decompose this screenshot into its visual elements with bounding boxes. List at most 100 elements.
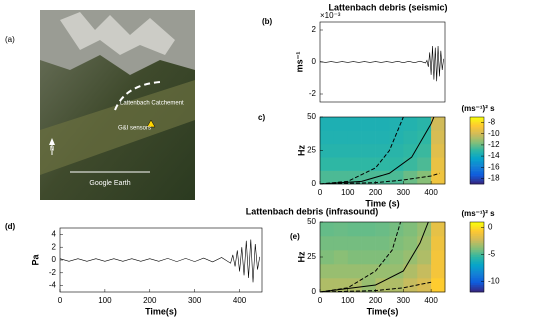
x-tick-label: 400 xyxy=(424,188,438,197)
waveform xyxy=(60,239,261,283)
heat-cell xyxy=(375,157,390,171)
colorbar-segment xyxy=(470,262,484,265)
heat-cell xyxy=(375,130,390,145)
heat-cell xyxy=(403,250,418,265)
heat-cell xyxy=(320,130,335,145)
heat-cell xyxy=(417,130,432,145)
y-tick-label: 0 xyxy=(312,287,317,296)
colorbar-segment xyxy=(470,265,484,268)
colorbar-segment xyxy=(470,258,484,261)
colorbar-segment xyxy=(470,168,484,171)
x-tick-label: 300 xyxy=(397,296,411,305)
colorbar-segment xyxy=(470,272,484,275)
colorbar-segment xyxy=(470,165,484,168)
colorbar-segment xyxy=(470,241,484,244)
colorbar-segment xyxy=(470,281,484,284)
colorbar-frame xyxy=(469,221,485,293)
y-axis-label: Hz xyxy=(296,251,306,262)
colorbar-segment xyxy=(470,130,484,133)
colorbar-segment xyxy=(470,234,484,237)
colorbar-segment xyxy=(470,172,484,175)
heat-cell xyxy=(417,117,432,131)
heat-cell xyxy=(320,157,335,171)
colorbar-segment xyxy=(470,137,484,140)
heat-cell xyxy=(389,264,404,279)
heat-cell xyxy=(403,130,418,145)
heat-cell xyxy=(389,143,404,158)
x-axis-label: Time (s) xyxy=(365,198,399,208)
heat-cell xyxy=(333,170,349,185)
colorbar-segment xyxy=(470,177,484,180)
colorbar-segment xyxy=(470,138,484,141)
colorbar-tick-label: -10 xyxy=(488,276,500,285)
colorbar-segment xyxy=(470,120,484,123)
heat-cell xyxy=(347,222,362,237)
colorbar-segment xyxy=(470,148,484,151)
colorbar-label: (ms⁻¹)² s xyxy=(461,209,495,218)
north-arrow-head xyxy=(49,138,55,145)
x-tick-label: 100 xyxy=(98,296,112,305)
heat-cell xyxy=(320,250,335,265)
heat-cell xyxy=(403,170,418,185)
y-axis-label: ms⁻¹ xyxy=(294,52,304,73)
heat-cell xyxy=(347,130,362,145)
sensor-marker xyxy=(146,119,156,128)
colorbar-segment xyxy=(470,264,484,267)
heat-cell xyxy=(417,250,432,265)
x-tick-label: 0 xyxy=(58,296,63,305)
model-curve xyxy=(320,117,404,184)
heat-cell xyxy=(320,222,335,237)
colorbar-segment xyxy=(470,133,484,136)
colorbar-segment xyxy=(470,236,484,239)
snow xyxy=(60,12,175,55)
x-tick-label: 200 xyxy=(369,296,383,305)
model-curve xyxy=(320,222,429,292)
heat-cell xyxy=(320,170,335,185)
heat-cell xyxy=(320,264,335,279)
colorbar-frame xyxy=(469,116,485,185)
heat-cell xyxy=(333,236,349,251)
colorbar-segment xyxy=(470,255,484,258)
x-tick-label: 200 xyxy=(369,188,383,197)
y-tick-label: 0 xyxy=(52,255,57,264)
colorbar-segment xyxy=(470,128,484,131)
colorbar-tick-label: -5 xyxy=(488,249,496,258)
heat-cell xyxy=(333,222,349,237)
heat-cell xyxy=(389,236,404,251)
heat-cell xyxy=(403,222,418,237)
heat-cell xyxy=(431,143,446,158)
colorbar-segment xyxy=(470,180,484,183)
panel-label: c) xyxy=(258,113,265,122)
colorbar-segment xyxy=(470,153,484,156)
heat-cell xyxy=(431,278,446,293)
heat-cell xyxy=(361,170,376,185)
heat-cell xyxy=(389,170,404,185)
colorbar-segment xyxy=(470,237,484,240)
heat-cell xyxy=(431,264,446,279)
heat-cell xyxy=(375,236,390,251)
heat-cell xyxy=(389,278,404,293)
catchment-outline xyxy=(114,81,161,111)
colorbar-label: (ms⁻¹)² s xyxy=(461,104,495,113)
colorbar-segment xyxy=(470,276,484,279)
colorbar-segment xyxy=(470,155,484,158)
heat-cell xyxy=(431,250,446,265)
heat-cell xyxy=(431,236,446,251)
y-tick-label: 2 xyxy=(312,25,317,34)
colorbar-segment xyxy=(470,267,484,270)
chart-title: Lattenbach debris (infrasound) xyxy=(246,206,379,216)
colorbar-segment xyxy=(470,271,484,274)
heat-cell xyxy=(375,143,390,158)
model-curve xyxy=(320,172,440,184)
heat-cell xyxy=(375,222,390,237)
heat-cell xyxy=(347,264,362,279)
colorbar-segment xyxy=(470,222,484,225)
y-tick-label: 50 xyxy=(307,112,316,121)
heat-cell xyxy=(403,236,418,251)
heat-cell xyxy=(347,250,362,265)
heat-cell xyxy=(417,170,432,185)
heat-cell xyxy=(375,117,390,131)
colorbar-segment xyxy=(470,157,484,160)
colorbar-tick-label: -10 xyxy=(488,129,500,138)
heat-cell xyxy=(361,250,376,265)
